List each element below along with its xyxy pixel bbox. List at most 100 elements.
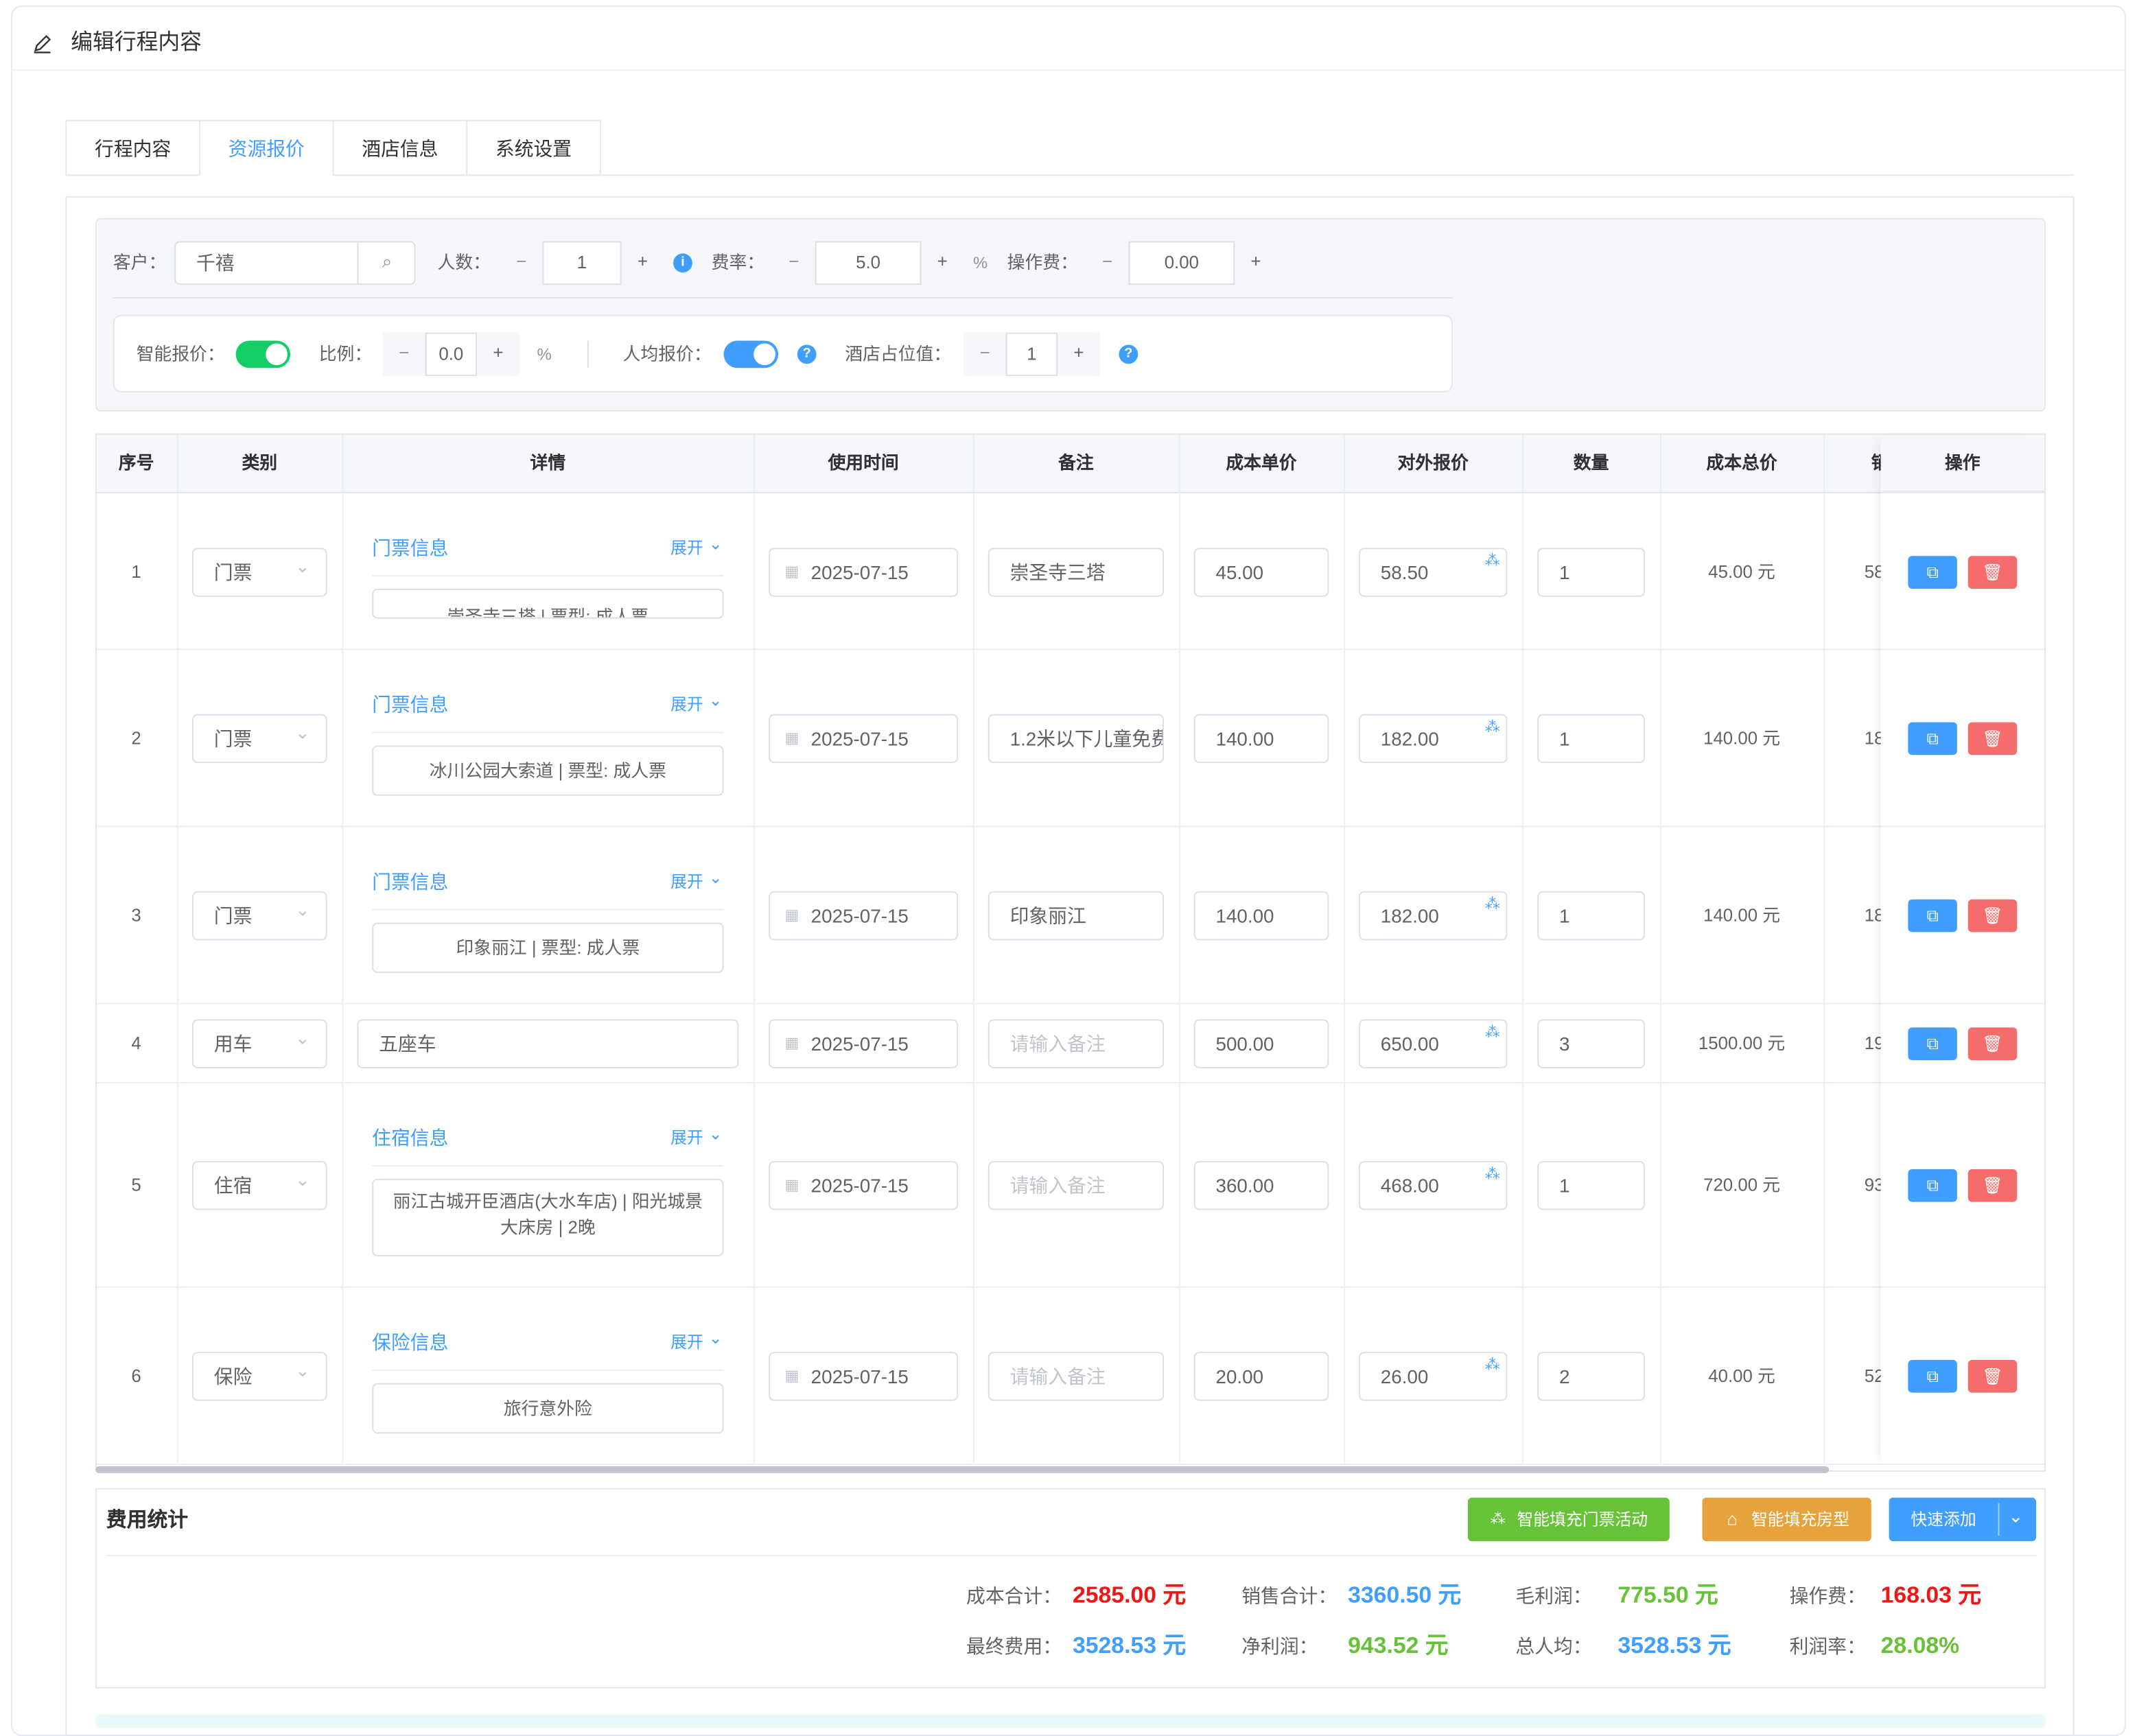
delete-button[interactable]: 🗑 xyxy=(1967,722,2018,755)
copy-button[interactable]: ⧉ xyxy=(1908,722,1957,755)
summary-divider xyxy=(106,1554,2037,1556)
cost-input[interactable]: 140.00 xyxy=(1193,714,1329,764)
note-input[interactable]: 崇圣寺三塔 xyxy=(988,547,1165,596)
split xyxy=(1998,1503,2000,1536)
qty-input[interactable]: 2 xyxy=(1537,1352,1646,1401)
detail-title[interactable]: 保险信息 xyxy=(372,1331,449,1354)
column-header: 成本总价 xyxy=(1706,452,1777,473)
delete-button[interactable]: 🗑 xyxy=(1967,1027,2018,1061)
note-input[interactable]: 印象丽江 xyxy=(988,891,1165,941)
copy-button[interactable]: ⧉ xyxy=(1908,1169,1957,1202)
label: 智能报价： xyxy=(136,343,225,364)
date-input[interactable]: 2025-07-15 xyxy=(769,1161,959,1210)
price-input[interactable]: 58.50 xyxy=(1359,547,1508,596)
expand-link[interactable]: 展开 xyxy=(670,1333,703,1352)
category-select[interactable]: 门票 xyxy=(192,714,327,764)
stat-label: 操作费： xyxy=(1789,1584,1866,1607)
cost-input[interactable]: 500.00 xyxy=(1193,1019,1329,1069)
copy-button[interactable]: ⧉ xyxy=(1908,555,1957,588)
rate-stepper-value: 5.0 xyxy=(856,252,880,273)
date-input[interactable]: 2025-07-15 xyxy=(769,1352,959,1401)
scrollbar[interactable] xyxy=(95,1466,1830,1473)
tab[interactable]: 酒店信息 xyxy=(332,119,468,176)
copy-button[interactable]: ⧉ xyxy=(1908,899,1957,932)
action-button[interactable] xyxy=(1467,1497,1670,1542)
customer-input[interactable]: 千禧 xyxy=(174,241,416,285)
delete-button[interactable]: 🗑 xyxy=(1967,555,2018,588)
category-select[interactable]: 住宿 xyxy=(192,1161,327,1210)
price-input[interactable]: 182.00 xyxy=(1359,714,1508,764)
note-input[interactable]: 1.2米以下儿童免费 xyxy=(988,714,1165,764)
fee-stepper-minus[interactable]: − xyxy=(1086,241,1130,285)
cost-input[interactable]: 140.00 xyxy=(1193,891,1329,941)
expand-link[interactable]: 展开 xyxy=(670,872,703,891)
detail-title[interactable]: 门票信息 xyxy=(372,871,449,893)
note-input[interactable]: 请输入备注 xyxy=(988,1019,1165,1069)
op-bg xyxy=(1882,493,2044,649)
qty-input[interactable]: 3 xyxy=(1537,1019,1646,1069)
qty-input[interactable]: 1 xyxy=(1537,547,1646,596)
delete-button[interactable]: 🗑 xyxy=(1967,1359,2018,1393)
people-stepper-minus[interactable]: − xyxy=(500,241,544,285)
action-button-label[interactable]: 快速添加 xyxy=(1911,1510,1976,1529)
label: 客户： xyxy=(113,252,167,273)
price-input[interactable]: 26.00 xyxy=(1359,1352,1508,1401)
date-input[interactable]: 2025-07-15 xyxy=(769,891,959,941)
category-select[interactable]: 保险 xyxy=(192,1352,327,1401)
copy-button[interactable]: ⧉ xyxy=(1908,1027,1957,1061)
grid-line xyxy=(177,434,179,1465)
fee-stepper-plus[interactable]: + xyxy=(1233,241,1277,285)
chevron: ⌄ xyxy=(295,555,310,576)
detail-box: 崇圣寺三塔 | 票型: 成人票 xyxy=(372,588,724,619)
column-header: 类别 xyxy=(242,452,278,473)
expand-link[interactable]: 展开 xyxy=(670,538,703,558)
note-input[interactable]: 请输入备注 xyxy=(988,1161,1165,1210)
action-button-label[interactable]: 智能填充门票活动 xyxy=(1517,1510,1648,1529)
category-select[interactable]: 门票 xyxy=(192,547,327,596)
people-stepper-plus[interactable]: + xyxy=(620,241,664,285)
price-input[interactable]: 182.00 xyxy=(1359,891,1508,941)
qty-input[interactable]: 1 xyxy=(1537,891,1646,941)
cost-input[interactable]: 20.00 xyxy=(1193,1352,1329,1401)
ratio-stepper-plus[interactable]: + xyxy=(476,332,519,377)
detail-title[interactable]: 门票信息 xyxy=(372,537,449,559)
detail-title[interactable]: 门票信息 xyxy=(372,693,449,716)
rate-stepper-plus[interactable]: + xyxy=(920,241,964,285)
price-input[interactable]: 468.00 xyxy=(1359,1161,1508,1210)
grid-line xyxy=(1178,434,1180,1465)
qty-input[interactable]: 1 xyxy=(1537,714,1646,764)
detail-title[interactable]: 住宿信息 xyxy=(372,1127,449,1149)
action-button[interactable] xyxy=(1889,1497,2037,1542)
note-input[interactable]: 请输入备注 xyxy=(988,1352,1165,1401)
date-input[interactable]: 2025-07-15 xyxy=(769,1019,959,1069)
date-input[interactable]: 2025-07-15 xyxy=(769,714,959,764)
cost-input[interactable]: 360.00 xyxy=(1193,1161,1329,1210)
divider xyxy=(587,340,589,368)
copy-button[interactable]: ⧉ xyxy=(1908,1359,1957,1393)
tab[interactable]: 行程内容 xyxy=(65,119,200,176)
action-button[interactable] xyxy=(1702,1497,1871,1542)
expand-link[interactable]: 展开 xyxy=(670,1128,703,1148)
chevron: ⌄ xyxy=(295,899,310,920)
hotel-stepper-plus[interactable]: + xyxy=(1056,332,1100,377)
tab[interactable]: 系统设置 xyxy=(466,119,601,176)
qty-input[interactable]: 1 xyxy=(1537,1161,1646,1210)
magic-icon: ⁂ xyxy=(1484,552,1500,570)
column-header: 备注 xyxy=(1058,452,1094,473)
search-button[interactable]: ⌕ xyxy=(357,241,415,285)
price-input[interactable]: 650.00 xyxy=(1359,1019,1508,1069)
category-select[interactable]: 门票 xyxy=(192,891,327,941)
rate-stepper-minus[interactable]: − xyxy=(773,241,817,285)
tab[interactable]: 资源报价 xyxy=(198,119,334,176)
op-bg xyxy=(1882,827,2044,1003)
cost-input[interactable]: 45.00 xyxy=(1193,547,1329,596)
hotel-stepper-minus[interactable]: − xyxy=(964,332,1007,377)
delete-button[interactable]: 🗑 xyxy=(1967,1169,2018,1202)
action-button-label[interactable]: 智能填充房型 xyxy=(1751,1510,1849,1529)
delete-button[interactable]: 🗑 xyxy=(1967,899,2018,932)
date-input[interactable]: 2025-07-15 xyxy=(769,547,959,596)
expand-link[interactable]: 展开 xyxy=(670,694,703,714)
ratio-stepper-minus[interactable]: − xyxy=(383,332,427,377)
category-select[interactable]: 用车 xyxy=(192,1019,327,1069)
detail-input[interactable]: 五座车 xyxy=(357,1019,739,1069)
